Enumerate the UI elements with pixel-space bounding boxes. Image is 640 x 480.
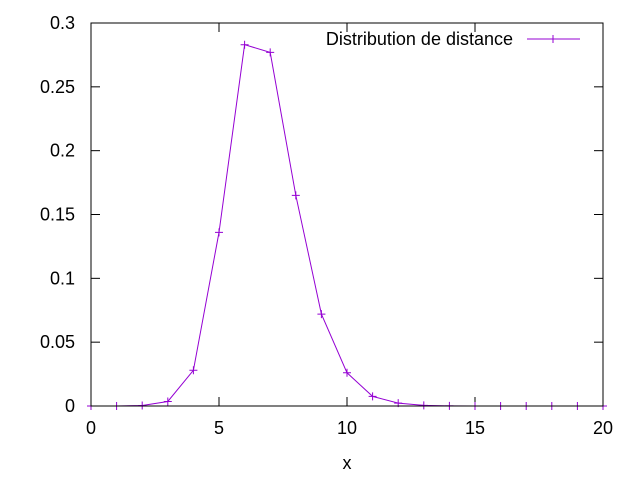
data-point [419,401,428,410]
y-tick-label: 0.1 [50,268,75,288]
x-axis-label: x [343,453,352,473]
data-point [291,191,300,200]
data-point [343,368,351,377]
data-point [240,40,249,49]
y-tick-label: 0 [65,396,75,416]
x-tick-label: 20 [593,418,613,438]
data-point [317,310,326,319]
data-point [189,366,198,375]
y-tick-label: 0.25 [40,77,75,97]
y-tick-label: 0.05 [40,332,75,352]
plot-frame [90,22,604,407]
x-tick-label: 15 [465,418,485,438]
y-tick-label: 0.2 [50,141,75,161]
data-point [163,397,172,406]
series-line-0 [91,44,603,407]
series-layer [87,40,607,410]
data-point [215,228,223,237]
ticks-layer [90,22,604,407]
x-tick-label: 0 [86,418,96,438]
data-point [138,401,147,410]
x-tick-label: 5 [214,418,224,438]
legend-label-series-0: Distribution de distance [326,29,513,49]
y-tick-label: 0.15 [40,205,75,225]
tick-label-layer: 0 5 10 15 20 0 0.05 0.1 0.15 0.2 0.25 0.3 [40,13,613,438]
legend-marker-series-0 [549,35,557,43]
x-tick-label: 10 [337,418,357,438]
legend: Distribution de distance [326,29,580,49]
data-point [368,392,377,401]
data-point [266,48,275,57]
y-tick-label: 0.3 [50,13,75,33]
